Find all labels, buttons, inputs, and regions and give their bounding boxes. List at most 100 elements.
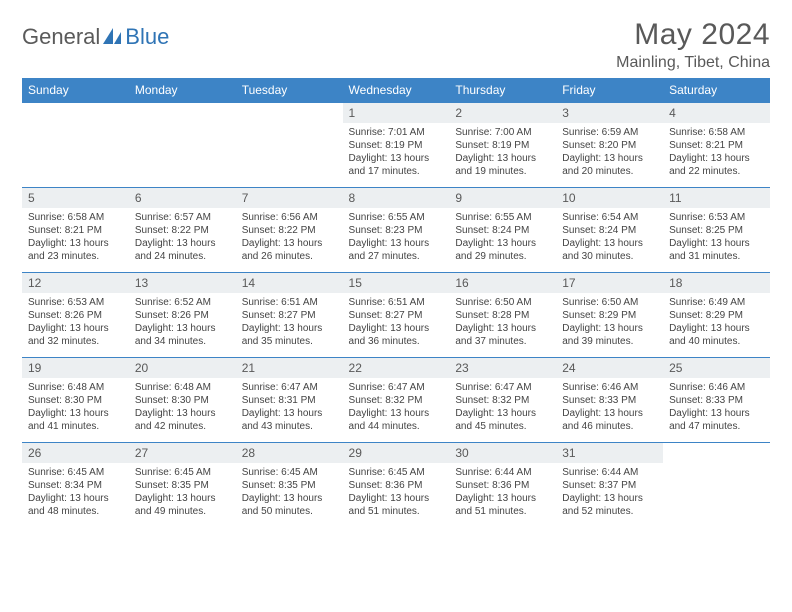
- brand-part1: General: [22, 24, 100, 50]
- calendar-cell: [236, 103, 343, 188]
- calendar-cell: 14Sunrise: 6:51 AMSunset: 8:27 PMDayligh…: [236, 273, 343, 358]
- day-details: Sunrise: 7:01 AMSunset: 8:19 PMDaylight:…: [343, 123, 450, 182]
- calendar-cell: 28Sunrise: 6:45 AMSunset: 8:35 PMDayligh…: [236, 443, 343, 528]
- calendar-cell: 6Sunrise: 6:57 AMSunset: 8:22 PMDaylight…: [129, 188, 236, 273]
- weekday-header: Wednesday: [343, 78, 450, 103]
- day-details: Sunrise: 6:55 AMSunset: 8:23 PMDaylight:…: [343, 208, 450, 267]
- calendar-cell: 16Sunrise: 6:50 AMSunset: 8:28 PMDayligh…: [449, 273, 556, 358]
- day-number: 16: [449, 273, 556, 293]
- day-number: 29: [343, 443, 450, 463]
- day-details: Sunrise: 6:58 AMSunset: 8:21 PMDaylight:…: [22, 208, 129, 267]
- day-number: 5: [22, 188, 129, 208]
- calendar-cell: 24Sunrise: 6:46 AMSunset: 8:33 PMDayligh…: [556, 358, 663, 443]
- day-number: 28: [236, 443, 343, 463]
- day-number: 9: [449, 188, 556, 208]
- day-number: 6: [129, 188, 236, 208]
- calendar-cell: 4Sunrise: 6:58 AMSunset: 8:21 PMDaylight…: [663, 103, 770, 188]
- calendar-cell: 1Sunrise: 7:01 AMSunset: 8:19 PMDaylight…: [343, 103, 450, 188]
- day-number: 19: [22, 358, 129, 378]
- day-details: Sunrise: 6:56 AMSunset: 8:22 PMDaylight:…: [236, 208, 343, 267]
- weekday-header-row: SundayMondayTuesdayWednesdayThursdayFrid…: [22, 78, 770, 103]
- day-number: 7: [236, 188, 343, 208]
- calendar-cell: 3Sunrise: 6:59 AMSunset: 8:20 PMDaylight…: [556, 103, 663, 188]
- calendar-cell: 30Sunrise: 6:44 AMSunset: 8:36 PMDayligh…: [449, 443, 556, 528]
- calendar-cell: 8Sunrise: 6:55 AMSunset: 8:23 PMDaylight…: [343, 188, 450, 273]
- calendar-cell: 29Sunrise: 6:45 AMSunset: 8:36 PMDayligh…: [343, 443, 450, 528]
- day-number: 15: [343, 273, 450, 293]
- day-details: Sunrise: 6:45 AMSunset: 8:34 PMDaylight:…: [22, 463, 129, 522]
- day-details: Sunrise: 6:46 AMSunset: 8:33 PMDaylight:…: [663, 378, 770, 437]
- sail-icon: [103, 28, 125, 46]
- day-number: 22: [343, 358, 450, 378]
- day-details: Sunrise: 6:51 AMSunset: 8:27 PMDaylight:…: [343, 293, 450, 352]
- day-number: 31: [556, 443, 663, 463]
- day-number: 20: [129, 358, 236, 378]
- calendar-cell: 5Sunrise: 6:58 AMSunset: 8:21 PMDaylight…: [22, 188, 129, 273]
- day-number: 10: [556, 188, 663, 208]
- day-number: 11: [663, 188, 770, 208]
- calendar-cell: [129, 103, 236, 188]
- calendar-cell: [22, 103, 129, 188]
- day-number: 17: [556, 273, 663, 293]
- calendar-body: 1Sunrise: 7:01 AMSunset: 8:19 PMDaylight…: [22, 103, 770, 528]
- weekday-header: Thursday: [449, 78, 556, 103]
- month-title: May 2024: [616, 18, 770, 52]
- calendar-cell: 10Sunrise: 6:54 AMSunset: 8:24 PMDayligh…: [556, 188, 663, 273]
- calendar-table: SundayMondayTuesdayWednesdayThursdayFrid…: [22, 78, 770, 528]
- day-details: Sunrise: 6:45 AMSunset: 8:35 PMDaylight:…: [129, 463, 236, 522]
- day-details: Sunrise: 6:51 AMSunset: 8:27 PMDaylight:…: [236, 293, 343, 352]
- day-details: Sunrise: 6:58 AMSunset: 8:21 PMDaylight:…: [663, 123, 770, 182]
- weekday-header: Sunday: [22, 78, 129, 103]
- weekday-header: Tuesday: [236, 78, 343, 103]
- calendar-cell: 15Sunrise: 6:51 AMSunset: 8:27 PMDayligh…: [343, 273, 450, 358]
- day-number: 12: [22, 273, 129, 293]
- calendar-cell: 20Sunrise: 6:48 AMSunset: 8:30 PMDayligh…: [129, 358, 236, 443]
- day-number: 21: [236, 358, 343, 378]
- calendar-cell: 7Sunrise: 6:56 AMSunset: 8:22 PMDaylight…: [236, 188, 343, 273]
- header: General Blue May 2024 Mainling, Tibet, C…: [22, 18, 770, 72]
- day-details: Sunrise: 6:50 AMSunset: 8:29 PMDaylight:…: [556, 293, 663, 352]
- day-details: Sunrise: 6:48 AMSunset: 8:30 PMDaylight:…: [129, 378, 236, 437]
- day-number: 18: [663, 273, 770, 293]
- day-details: Sunrise: 6:50 AMSunset: 8:28 PMDaylight:…: [449, 293, 556, 352]
- day-number: 26: [22, 443, 129, 463]
- day-number: 13: [129, 273, 236, 293]
- day-details: Sunrise: 6:44 AMSunset: 8:36 PMDaylight:…: [449, 463, 556, 522]
- calendar-cell: 25Sunrise: 6:46 AMSunset: 8:33 PMDayligh…: [663, 358, 770, 443]
- weekday-header: Friday: [556, 78, 663, 103]
- calendar-cell: 21Sunrise: 6:47 AMSunset: 8:31 PMDayligh…: [236, 358, 343, 443]
- day-number: 3: [556, 103, 663, 123]
- location: Mainling, Tibet, China: [616, 54, 770, 72]
- calendar-cell: [663, 443, 770, 528]
- calendar-cell: 31Sunrise: 6:44 AMSunset: 8:37 PMDayligh…: [556, 443, 663, 528]
- day-details: Sunrise: 6:48 AMSunset: 8:30 PMDaylight:…: [22, 378, 129, 437]
- calendar-cell: 17Sunrise: 6:50 AMSunset: 8:29 PMDayligh…: [556, 273, 663, 358]
- day-details: Sunrise: 6:52 AMSunset: 8:26 PMDaylight:…: [129, 293, 236, 352]
- day-details: Sunrise: 6:44 AMSunset: 8:37 PMDaylight:…: [556, 463, 663, 522]
- calendar-cell: 9Sunrise: 6:55 AMSunset: 8:24 PMDaylight…: [449, 188, 556, 273]
- day-details: Sunrise: 6:45 AMSunset: 8:35 PMDaylight:…: [236, 463, 343, 522]
- day-number: 8: [343, 188, 450, 208]
- brand-part2: Blue: [125, 24, 169, 50]
- day-number: 30: [449, 443, 556, 463]
- calendar-cell: 18Sunrise: 6:49 AMSunset: 8:29 PMDayligh…: [663, 273, 770, 358]
- calendar-cell: 22Sunrise: 6:47 AMSunset: 8:32 PMDayligh…: [343, 358, 450, 443]
- day-number: 1: [343, 103, 450, 123]
- calendar-cell: 19Sunrise: 6:48 AMSunset: 8:30 PMDayligh…: [22, 358, 129, 443]
- day-details: Sunrise: 6:47 AMSunset: 8:31 PMDaylight:…: [236, 378, 343, 437]
- calendar-cell: 2Sunrise: 7:00 AMSunset: 8:19 PMDaylight…: [449, 103, 556, 188]
- brand-logo: General Blue: [22, 18, 169, 50]
- calendar-cell: 12Sunrise: 6:53 AMSunset: 8:26 PMDayligh…: [22, 273, 129, 358]
- day-number: 23: [449, 358, 556, 378]
- day-number: 25: [663, 358, 770, 378]
- day-number: 4: [663, 103, 770, 123]
- calendar-cell: 26Sunrise: 6:45 AMSunset: 8:34 PMDayligh…: [22, 443, 129, 528]
- calendar-cell: 11Sunrise: 6:53 AMSunset: 8:25 PMDayligh…: [663, 188, 770, 273]
- calendar-cell: 27Sunrise: 6:45 AMSunset: 8:35 PMDayligh…: [129, 443, 236, 528]
- day-details: Sunrise: 6:53 AMSunset: 8:25 PMDaylight:…: [663, 208, 770, 267]
- day-details: Sunrise: 6:53 AMSunset: 8:26 PMDaylight:…: [22, 293, 129, 352]
- day-details: Sunrise: 6:47 AMSunset: 8:32 PMDaylight:…: [343, 378, 450, 437]
- weekday-header: Saturday: [663, 78, 770, 103]
- day-details: Sunrise: 6:54 AMSunset: 8:24 PMDaylight:…: [556, 208, 663, 267]
- day-details: Sunrise: 6:57 AMSunset: 8:22 PMDaylight:…: [129, 208, 236, 267]
